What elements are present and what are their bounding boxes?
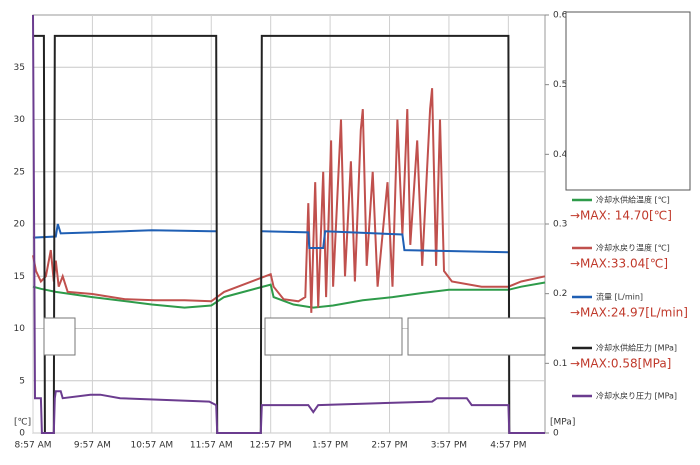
- legend: 冷却水供給温度 [℃] →MAX: 14.70[℃] 冷却水戻り温度 [℃] →MAX…: [570, 195, 688, 401]
- y-axis-label: [℃]: [14, 418, 31, 428]
- x-tick-label: 9:57 AM: [74, 441, 111, 451]
- x-tick-label: 1:57 PM: [312, 441, 348, 451]
- y-tick-label: 10: [14, 324, 26, 334]
- y-tick-label: 25: [14, 167, 25, 177]
- legend-label: 冷却水戻り温度 [℃]: [596, 243, 670, 253]
- y2-tick-label: 0.3: [553, 220, 567, 230]
- y2-axis-label: [MPa]: [550, 418, 575, 428]
- legend-label: 冷却水供給圧力 [MPa]: [596, 343, 677, 353]
- max-annotation: →MAX:33.04[℃]: [570, 257, 668, 271]
- plot: 0 5 10 15 20 25 30 35 0 0.1 0.2 0.3 0.4 0.5 0.6 8:57 AM…: [14, 11, 568, 451]
- series-line: [32, 88, 546, 313]
- y-tick-label: 35: [14, 63, 25, 73]
- y2-tick-label: 0: [553, 429, 559, 439]
- legend-label: 冷却水戻り圧力 [MPa]: [596, 391, 677, 401]
- y-tick-label: 15: [14, 272, 25, 282]
- x-tick-label: 8:57 AM: [15, 441, 52, 451]
- y-tick-label: 20: [14, 220, 26, 230]
- series-line: [32, 14, 545, 434]
- box: [264, 317, 403, 356]
- y2-tick-label: 0.2: [553, 289, 567, 299]
- y2-tick-label: 0.6: [553, 11, 568, 21]
- x-tick-label: 4:57 PM: [490, 441, 526, 451]
- x-tick-label: 3:57 PM: [431, 441, 467, 451]
- x-tick-label: 10:57 AM: [130, 441, 173, 451]
- box: [565, 11, 691, 191]
- max-annotation: →MAX:24.97[L/min]: [570, 306, 688, 320]
- max-annotation: →MAX:0.58[MPa]: [570, 357, 671, 371]
- y2-tick-label: 0.4: [553, 150, 568, 160]
- boxes: [43, 11, 691, 356]
- legend-label: 流量 [L/min]: [596, 292, 643, 302]
- series-line: [32, 281, 546, 309]
- x-tick-label: 12:57 PM: [250, 441, 292, 451]
- series-line: [32, 223, 509, 254]
- series-line: [33, 34, 545, 434]
- y2-tick-label: 0.1: [553, 359, 567, 369]
- x-tick-label: 11:57 AM: [190, 441, 233, 451]
- y-tick-label: 30: [14, 115, 26, 125]
- y-tick-label: 0: [19, 429, 25, 439]
- y2-tick-label: 0.5: [553, 80, 567, 90]
- max-annotation: →MAX: 14.70[℃]: [570, 209, 672, 223]
- x-tick-label: 2:57 PM: [371, 441, 407, 451]
- box: [407, 317, 546, 356]
- legend-label: 冷却水供給温度 [℃]: [596, 195, 670, 205]
- box: [43, 317, 76, 356]
- y-tick-label: 5: [19, 376, 25, 386]
